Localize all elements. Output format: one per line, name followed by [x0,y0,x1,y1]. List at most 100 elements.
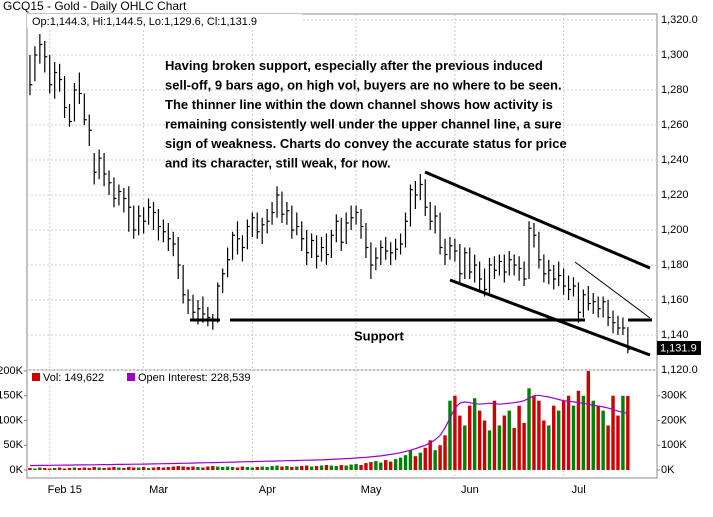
volume-bar [576,390,581,470]
volume-bar [33,468,37,470]
volume-bar [408,450,413,470]
volume-bar [487,430,492,470]
volume-bar [329,465,334,470]
volume-bar [369,462,373,470]
legend-label: Vol: 149,622 [43,372,104,384]
y2-tick-label: 200K [661,414,687,426]
volume-bar [586,371,591,470]
volume-bar [384,460,388,470]
volume-bar [571,405,576,470]
legend-swatch [127,373,135,381]
volume-bar [616,415,620,470]
volume-bar [87,468,91,470]
volume-bar [517,405,521,470]
volume-bar [611,395,615,470]
volume-bar [552,405,556,470]
volume-bar [512,427,516,470]
volume-bar [186,467,190,470]
volume-bar [176,466,180,470]
x-tick-label: Feb 15 [48,484,82,496]
volume-bar [260,466,264,470]
volume-bar [497,425,502,470]
x-tick-label: Jul [572,484,586,496]
annotation-line: sell-off, 9 bars ago, on high vol, buyer… [165,78,562,93]
volume-bar [201,467,205,470]
volume-bar [566,395,571,470]
volume-bar [502,415,507,470]
volume-bar [354,464,358,470]
y2-tick-label: 300K [661,390,687,402]
volume-bar [52,468,57,470]
annotation-line: remaining consistently well under the up… [165,117,562,132]
x-tick-label: Mar [149,484,168,496]
y-tick-label: 1,320.0 [661,14,698,26]
lower-channel-line [449,278,651,357]
open-interest-line [30,394,628,467]
volume-bar [220,467,225,470]
volume-bar [191,466,195,470]
volume-bar [448,400,452,470]
volume-bar [285,466,289,470]
thin-channel-line [574,261,651,319]
volume-bar [537,400,541,470]
volume-bar [300,466,304,470]
annotation: Having broken support, especially after … [165,58,567,171]
volume-bar [225,466,230,470]
volume-bar [270,466,274,470]
annotation-line: sign of weakness. Charts do convey the a… [165,136,567,151]
y-tick-label: 0K [10,464,24,476]
volume-bar [122,468,126,470]
legend-label: Open Interest: 228,539 [138,372,251,384]
volume-bar [127,467,131,470]
y-tick-label: 150K [0,390,24,402]
volume-bar [561,400,566,470]
volume-bar [230,467,235,470]
volume-bar [304,465,309,470]
volume-bar [626,395,630,470]
volume-bar [275,465,279,470]
legend-background [27,14,302,28]
legend-background [28,371,328,384]
volume-bar [196,467,200,470]
volume-bar [206,466,210,470]
price-legend: Op:1,144.3, Hi:1,144.5, Lo:1,129.6, Cl:1… [32,16,257,28]
last-price-label: 1,131.9 [660,342,697,354]
volume-bar [265,467,269,470]
volume-bar [344,465,348,470]
volume-bar [324,465,329,470]
grid: 1,120.0 1,140 1,160 1,180 1,200 1,220 1,240 1,2… [0,14,698,496]
y-tick-label: 1,240 [661,154,689,166]
volume-bar [477,410,482,470]
y-tick-label: 1,120.0 [661,364,698,376]
volume-bar [309,466,314,470]
volume-bar [591,400,595,470]
volume-bar [606,425,610,470]
volume-bar [398,457,403,470]
volume-bar [295,466,299,470]
volume-bar [245,467,250,470]
volume-bar [57,467,62,470]
volume-bar [136,467,141,470]
x-tick-label: May [361,484,382,496]
volume-bar [527,388,531,470]
y-tick-label: 1,260 [661,119,689,131]
volume-bar [438,445,442,470]
y2-tick-label: 100K [661,439,687,451]
volume-bar [349,464,353,470]
volume-bar [235,467,240,470]
y-tick-label: 1,140 [661,329,689,341]
volume-bar [250,467,255,470]
y-tick-label: 1,300 [661,49,689,61]
annotation-line: and its character, still weak, for now. [165,156,391,171]
volume-bar [166,467,171,470]
volume-bar [77,468,82,470]
y-tick-label: 100K [0,414,24,426]
volume-bar [403,455,408,470]
volume-panel [26,369,658,479]
y-tick-label: 1,180 [661,259,689,271]
volume-bar [388,461,393,470]
volume-bar [62,468,67,470]
chart-title: GCQ15 - Gold - Daily OHLC Chart [3,0,187,13]
volume-bar [151,467,156,470]
